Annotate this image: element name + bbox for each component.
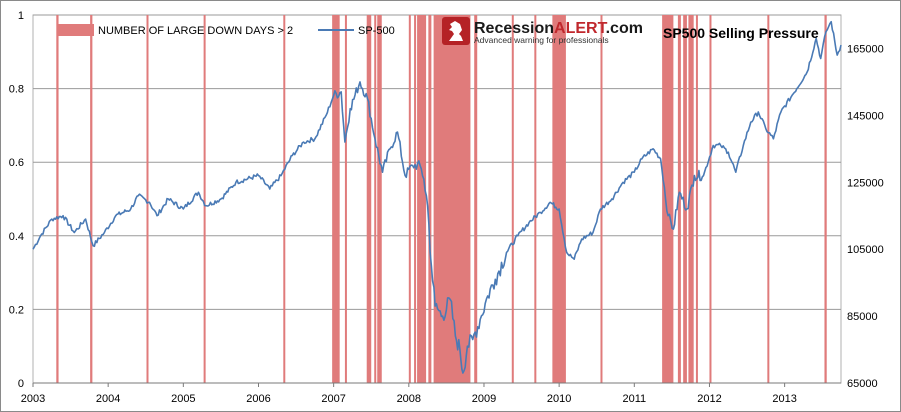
signal-bar-12: [417, 15, 427, 383]
recessionalert-logo: RecessionALERT.com Advanced warning for …: [442, 17, 643, 45]
logo-tagline: Advanced warning for professionals: [474, 35, 609, 45]
signal-bar-4: [283, 15, 286, 383]
signal-bar-24: [695, 15, 698, 383]
signal-bar-21: [677, 15, 681, 383]
y-left-tick-label-3: 0.6: [9, 157, 24, 169]
legend: NUMBER OF LARGE DOWN DAYS > 2 SP-500: [58, 24, 395, 37]
sp500-line: [32, 20, 842, 374]
y-left-tick-label-1: 0.2: [9, 304, 24, 316]
signal-bar-19: [600, 15, 603, 383]
logo-name-accent: ALERT: [554, 20, 608, 37]
signal-bar-8: [374, 15, 377, 383]
signal-bar-7: [366, 15, 372, 383]
signal-bar-14: [433, 15, 471, 383]
y-right-tick-label-4: 145000: [847, 110, 884, 122]
x-tick-label-8: 2011: [622, 393, 646, 405]
signal-bar-3: [203, 15, 206, 383]
y-right-tick-label-5: 165000: [847, 43, 884, 55]
x-tick-label-10: 2013: [772, 393, 796, 405]
signal-bar-16: [511, 15, 514, 383]
signal-bar-15: [474, 15, 478, 383]
signal-bar-5: [332, 15, 340, 383]
x-tick-label-7: 2010: [547, 393, 571, 405]
x-tick-label-0: 2003: [21, 393, 45, 405]
signal-bar-26: [767, 15, 770, 383]
signal-bar-1: [90, 15, 93, 383]
signal-bar-25: [709, 15, 712, 383]
y-right-tick-label-2: 105000: [847, 244, 884, 256]
y-right-tick-label-0: 65000: [847, 378, 878, 390]
chart-title: SP500 Selling Pressure: [663, 25, 819, 41]
signal-bar-20: [662, 15, 674, 383]
y-left-tick-label-5: 1: [18, 10, 24, 22]
y-left-tick-label-0: 0: [18, 378, 24, 390]
x-tick-label-1: 2004: [96, 393, 120, 405]
logo-name: RecessionALERT.com: [474, 20, 643, 37]
sp500-line-layer: [32, 20, 842, 374]
signal-bar-18: [552, 15, 566, 383]
signal-bars: [56, 15, 827, 383]
logo-name-prefix: Recession: [474, 20, 554, 37]
signal-bar-6: [344, 15, 347, 383]
signal-bar-11: [414, 15, 417, 383]
logo-knight-shape: [449, 21, 463, 41]
x-tick-label-6: 2009: [472, 393, 496, 405]
x-tick-label-2: 2005: [171, 393, 195, 405]
signal-bar-2: [146, 15, 149, 383]
signal-bar-27: [824, 15, 827, 383]
signal-bar-9: [377, 15, 382, 383]
y-right-tick-label-1: 85000: [847, 311, 878, 323]
y-left-tick-label-4: 0.8: [9, 84, 24, 96]
signal-bar-0: [56, 15, 59, 383]
signal-bar-13: [428, 15, 432, 383]
signal-bar-17: [534, 15, 537, 383]
signal-bar-23: [688, 15, 694, 383]
signal-bar-22: [683, 15, 687, 383]
x-tick-label-3: 2006: [246, 393, 270, 405]
legend-bar-label: NUMBER OF LARGE DOWN DAYS > 2: [98, 25, 293, 37]
signal-bar-10: [408, 15, 411, 383]
axes: 00.20.40.60.8165000850001050001250001450…: [9, 10, 884, 405]
legend-bar-swatch: [58, 24, 94, 36]
logo-name-suffix: .com: [606, 20, 643, 37]
x-tick-label-5: 2008: [397, 393, 421, 405]
legend-line-label: SP-500: [358, 25, 395, 37]
x-tick-label-9: 2012: [697, 393, 721, 405]
y-right-tick-label-3: 125000: [847, 177, 884, 189]
y-left-tick-label-2: 0.4: [9, 231, 24, 243]
x-tick-label-4: 2007: [321, 393, 345, 405]
